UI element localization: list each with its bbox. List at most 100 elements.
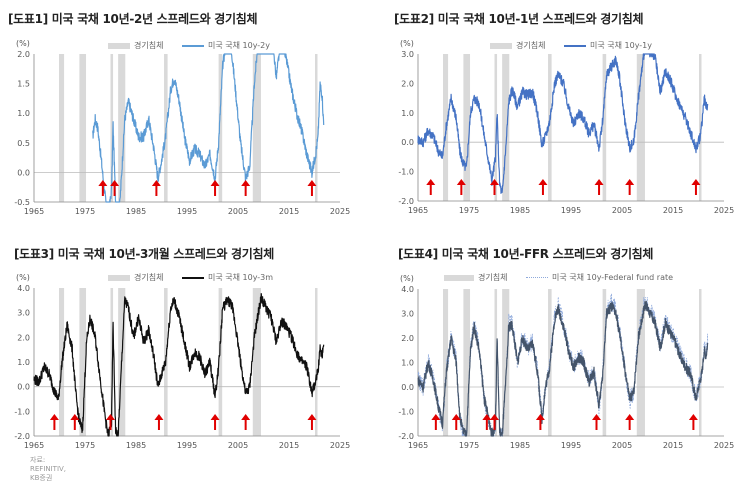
legend-label-recession: 경기침체	[516, 41, 546, 50]
inversion-arrow	[456, 179, 466, 195]
inversion-arrow	[154, 414, 164, 430]
inversion-arrow	[625, 179, 635, 195]
chart-svg: -2.0 -1.0 0.0 1.0 2.0 3.0 4.0 (%) 1965 1975 1985 19…	[398, 274, 734, 450]
y-tick-label: 1.0	[401, 359, 414, 368]
legend-swatch-series	[182, 44, 204, 47]
x-tick-label: 2005	[612, 441, 632, 450]
recession-band	[218, 288, 223, 436]
y-tick-label: 4.0	[17, 284, 30, 293]
recession-band	[110, 54, 114, 202]
x-tick-label: 1965	[24, 207, 44, 216]
inversion-arrow	[594, 179, 604, 195]
y-tick-label: 1.5	[17, 80, 30, 89]
x-tick-label: 1995	[177, 207, 197, 216]
recession-band	[252, 54, 261, 202]
inversion-arrow	[688, 414, 698, 430]
inversion-arrow	[106, 414, 115, 430]
recession-band	[58, 54, 65, 202]
chart-title: [도표4] 미국 국채 10년-FFR 스프레드와 경기침체	[398, 247, 654, 261]
y-axis-label: (%)	[16, 39, 30, 48]
x-tick-label: 1975	[459, 206, 479, 215]
y-tick-label: -1.0	[398, 408, 414, 417]
series-line	[92, 53, 325, 203]
x-tick-label: 1965	[24, 441, 44, 450]
legend-swatch-recession	[444, 274, 474, 281]
series-line-secondary	[417, 293, 709, 437]
x-tick-label: 1995	[561, 206, 581, 215]
recession-band	[494, 289, 498, 436]
y-axis-label: (%)	[400, 274, 414, 283]
x-tick-label: 2015	[279, 441, 299, 450]
inversion-arrow	[151, 180, 161, 196]
y-tick-label: 0.0	[401, 383, 414, 392]
recession-band	[252, 288, 261, 436]
x-tick-label: 2025	[330, 441, 350, 450]
y-tick-label: 1.0	[17, 109, 30, 118]
y-tick-label: -2.0	[398, 432, 414, 441]
recession-band	[463, 289, 471, 436]
x-tick-label: 1995	[177, 441, 197, 450]
legend-label-series: 미국 국채 10y-3m	[208, 273, 274, 282]
recession-band	[636, 54, 645, 201]
inversion-arrow	[241, 180, 251, 196]
x-tick-label: 1985	[510, 206, 530, 215]
y-axis-label: (%)	[16, 273, 30, 282]
inversion-arrow	[538, 179, 548, 195]
legend-label-series: 미국 국채 10y-Federal fund rate	[552, 273, 674, 282]
recession-band	[699, 54, 702, 201]
inversion-arrow	[490, 179, 499, 195]
recession-band	[494, 54, 498, 201]
inversion-arrow	[210, 180, 220, 196]
inversion-arrow	[210, 414, 220, 430]
inversion-arrow	[482, 414, 492, 430]
y-tick-label: 0.5	[17, 139, 30, 148]
x-tick-label: 1965	[408, 441, 428, 450]
recession-band	[636, 289, 645, 436]
y-tick-label: -1.0	[398, 168, 414, 177]
legend-swatch-series	[526, 277, 548, 278]
inversion-arrow	[307, 180, 317, 196]
x-tick-label: 1975	[75, 207, 95, 216]
chart-title: [도표3] 미국 국채 10년-3개월 스프레드와 경기침체	[14, 247, 274, 261]
inversion-arrow	[307, 414, 317, 430]
inversion-arrow	[490, 414, 499, 430]
chart-svg: -0.5 0.0 0.5 1.0 1.5 2.0 (%) 1965 1975 1985 1995 20…	[14, 39, 350, 216]
recession-band	[110, 288, 114, 436]
chart-legend: 경기침체 미국 국채 10y-1y	[490, 40, 668, 51]
x-tick-label: 2005	[228, 441, 248, 450]
x-tick-label: 2015	[663, 206, 683, 215]
y-tick-label: 2.0	[17, 333, 30, 342]
legend-label-recession: 경기침체	[478, 273, 508, 282]
inversion-arrow	[49, 414, 59, 430]
series-line	[33, 293, 325, 437]
series-line	[417, 300, 709, 437]
chart-legend: 경기침체 미국 국채 10y-3m	[108, 272, 289, 283]
y-tick-label: 3.0	[401, 50, 414, 59]
y-tick-label: 3.0	[401, 310, 414, 319]
x-tick-label: 2015	[279, 207, 299, 216]
inversion-arrow	[592, 414, 601, 430]
y-tick-label: -2.0	[398, 197, 414, 206]
legend-swatch-recession	[108, 274, 130, 281]
recession-band	[602, 54, 607, 201]
y-tick-label: 2.0	[17, 50, 30, 59]
inversion-arrow	[241, 414, 251, 430]
y-tick-label: 1.0	[401, 109, 414, 118]
x-tick-label: 2025	[330, 207, 350, 216]
legend-label-series: 미국 국채 10y-2y	[208, 41, 271, 50]
legend-label-series: 미국 국채 10y-1y	[590, 41, 653, 50]
recession-band	[602, 289, 607, 436]
recession-band	[502, 289, 510, 436]
x-tick-label: 2005	[612, 206, 632, 215]
inversion-arrow	[110, 180, 120, 196]
inversion-arrow	[98, 180, 108, 196]
legend-label-recession: 경기침체	[134, 41, 164, 50]
x-tick-label: 1975	[459, 441, 479, 450]
y-tick-label: 0.0	[17, 383, 30, 392]
y-tick-label: -1.0	[14, 407, 30, 416]
x-tick-label: 2025	[714, 206, 734, 215]
inversion-arrow	[70, 414, 80, 430]
chart-legend: 경기침체 미국 국채 10y-Federal fund rate	[444, 272, 689, 283]
y-tick-label: 2.0	[401, 79, 414, 88]
legend-swatch-series	[182, 276, 204, 279]
